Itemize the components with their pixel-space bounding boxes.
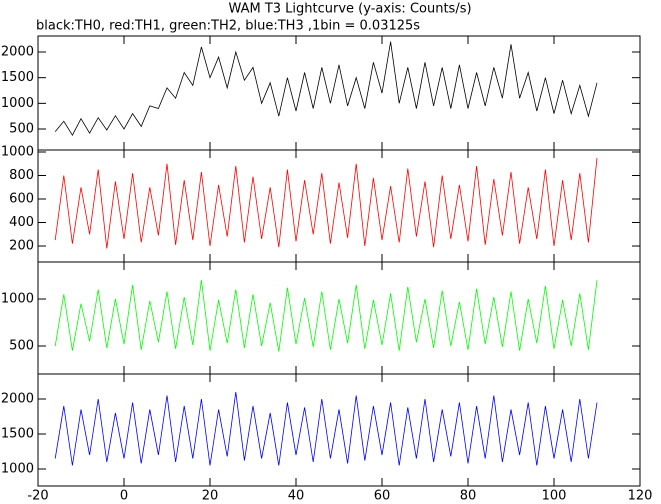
x-tick-label: 0 [120, 489, 128, 504]
chart-subtitle: black:TH0, red:TH1, green:TH2, blue:TH3 … [36, 19, 420, 34]
light-curve [54, 280, 598, 352]
y-tick-label: 500 [9, 339, 34, 354]
panel-frame [37, 35, 641, 151]
y-tick-label: 2000 [1, 391, 34, 406]
light-curve [54, 41, 598, 137]
y-tick-label: 1000 [1, 144, 34, 159]
x-tick-label: 20 [202, 489, 219, 504]
y-tick-label: 1000 [1, 96, 34, 111]
light-curve [54, 157, 598, 249]
light-curve [54, 391, 598, 466]
panel-frame [37, 373, 641, 487]
y-tick-label: 800 [9, 168, 34, 183]
y-tick-label: 500 [9, 122, 34, 137]
x-tick-label: 40 [288, 489, 305, 504]
x-tick-label: 80 [460, 489, 477, 504]
y-tick-label: 1500 [1, 426, 34, 441]
y-tick-label: 600 [9, 192, 34, 207]
y-tick-label: 1000 [1, 292, 34, 307]
x-tick-label: 100 [542, 489, 567, 504]
x-tick-label: -20 [27, 489, 48, 504]
chart-title: WAM T3 Lightcurve (y-axis: Counts/s) [228, 2, 471, 17]
x-tick-label: 60 [374, 489, 391, 504]
y-tick-label: 1000 [1, 461, 34, 476]
y-tick-label: 2000 [1, 45, 34, 60]
x-tick-label: 120 [628, 489, 653, 504]
y-tick-label: 1500 [1, 70, 34, 85]
y-tick-label: 400 [9, 215, 34, 230]
y-tick-label: 200 [9, 239, 34, 254]
